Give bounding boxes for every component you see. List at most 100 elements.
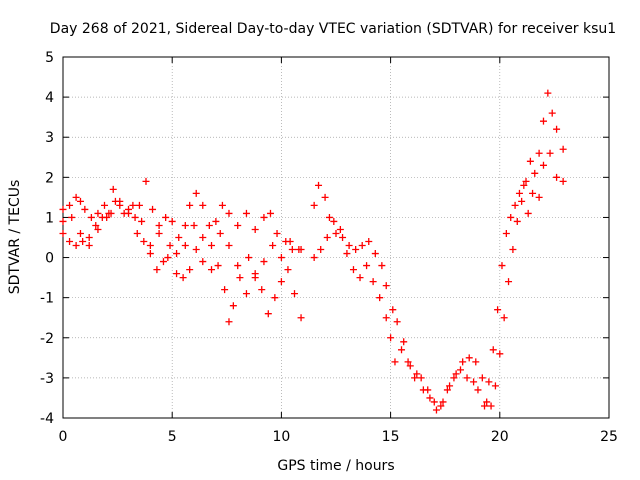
data-point bbox=[258, 286, 266, 294]
data-point bbox=[515, 189, 523, 197]
data-point bbox=[391, 358, 399, 366]
data-point bbox=[72, 193, 80, 201]
data-point bbox=[432, 406, 440, 414]
data-point bbox=[321, 193, 329, 201]
data-point bbox=[413, 370, 421, 378]
data-point bbox=[511, 201, 519, 209]
data-point bbox=[526, 157, 534, 165]
data-point bbox=[142, 177, 150, 185]
data-point bbox=[153, 266, 161, 274]
data-point bbox=[277, 278, 285, 286]
data-point bbox=[260, 213, 268, 221]
data-point bbox=[295, 246, 303, 254]
data-point bbox=[251, 274, 259, 282]
data-point bbox=[140, 238, 148, 246]
data-point bbox=[72, 242, 80, 250]
data-point bbox=[371, 250, 379, 258]
y-tick-label: -2 bbox=[40, 331, 54, 347]
data-point bbox=[269, 242, 277, 250]
data-point bbox=[173, 270, 181, 278]
data-point bbox=[553, 125, 561, 133]
data-point bbox=[459, 358, 467, 366]
y-tick-label: 2 bbox=[45, 170, 54, 186]
plot-area-frame bbox=[62, 56, 610, 419]
data-point bbox=[138, 217, 146, 225]
data-point bbox=[411, 374, 419, 382]
data-point bbox=[131, 213, 139, 221]
data-point bbox=[179, 274, 187, 282]
grid-lines bbox=[63, 57, 609, 418]
data-point bbox=[485, 378, 493, 386]
data-point bbox=[498, 262, 506, 270]
data-point bbox=[330, 217, 338, 225]
data-point bbox=[505, 278, 513, 286]
y-tick-label: -3 bbox=[40, 371, 54, 387]
data-point bbox=[500, 314, 508, 322]
data-point bbox=[450, 374, 458, 382]
data-point bbox=[236, 274, 244, 282]
data-point bbox=[520, 181, 528, 189]
x-tick-label: 25 bbox=[600, 429, 618, 445]
y-tick-label: 1 bbox=[45, 210, 54, 226]
data-point bbox=[315, 181, 323, 189]
data-point bbox=[478, 374, 486, 382]
data-point bbox=[199, 201, 207, 209]
data-point bbox=[363, 262, 371, 270]
data-point bbox=[472, 358, 480, 366]
data-point bbox=[352, 246, 360, 254]
data-point bbox=[218, 201, 226, 209]
data-point bbox=[365, 238, 373, 246]
data-point bbox=[509, 246, 517, 254]
data-point bbox=[286, 238, 294, 246]
data-point bbox=[452, 370, 460, 378]
data-point bbox=[234, 221, 242, 229]
x-axis-label: GPS time / hours bbox=[277, 458, 394, 474]
data-point bbox=[529, 189, 537, 197]
data-points bbox=[59, 89, 567, 414]
y-tick-label: 4 bbox=[45, 90, 54, 106]
data-point bbox=[465, 354, 473, 362]
data-point bbox=[59, 229, 67, 237]
data-point bbox=[430, 398, 438, 406]
data-point bbox=[225, 318, 233, 326]
data-point bbox=[339, 234, 347, 241]
x-tick-label: 15 bbox=[382, 429, 400, 445]
data-point bbox=[181, 221, 189, 229]
data-point bbox=[85, 234, 93, 241]
data-point bbox=[518, 197, 526, 205]
data-point bbox=[356, 274, 364, 282]
data-point bbox=[548, 109, 556, 117]
data-point bbox=[205, 221, 213, 229]
data-point bbox=[291, 290, 299, 298]
data-point bbox=[284, 266, 292, 274]
data-point bbox=[389, 306, 397, 314]
data-point bbox=[76, 229, 84, 237]
data-point bbox=[437, 402, 445, 410]
y-tick-label: -4 bbox=[40, 411, 54, 427]
data-point bbox=[553, 173, 561, 181]
data-point bbox=[524, 209, 532, 217]
data-point bbox=[212, 217, 220, 225]
data-point bbox=[398, 346, 406, 354]
data-point bbox=[382, 314, 390, 322]
data-point bbox=[439, 398, 447, 406]
data-point bbox=[175, 234, 183, 241]
data-point bbox=[133, 229, 141, 237]
data-point bbox=[310, 201, 318, 209]
data-point bbox=[229, 302, 237, 310]
data-point bbox=[111, 197, 119, 205]
data-point bbox=[66, 238, 74, 246]
data-point bbox=[400, 338, 408, 346]
data-point bbox=[522, 177, 530, 185]
data-point bbox=[406, 362, 414, 370]
data-point bbox=[260, 258, 268, 266]
data-point bbox=[496, 350, 504, 358]
data-point bbox=[94, 209, 102, 217]
series-track-c bbox=[59, 197, 303, 298]
data-point bbox=[358, 242, 366, 250]
data-point bbox=[208, 266, 216, 274]
data-point bbox=[343, 250, 351, 258]
data-point bbox=[225, 209, 233, 217]
data-point bbox=[76, 197, 84, 205]
data-point bbox=[68, 213, 76, 221]
